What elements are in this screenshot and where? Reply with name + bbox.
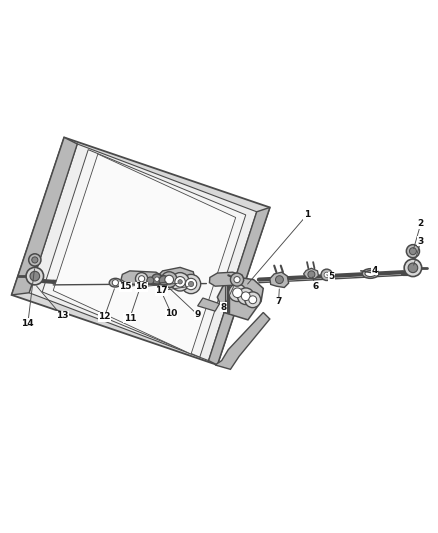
- Circle shape: [407, 263, 417, 272]
- Polygon shape: [53, 154, 235, 354]
- Text: 4: 4: [371, 265, 377, 274]
- Circle shape: [232, 288, 242, 297]
- Text: 8: 8: [220, 303, 226, 312]
- Circle shape: [151, 274, 162, 285]
- Ellipse shape: [361, 269, 378, 278]
- Circle shape: [138, 276, 145, 282]
- Circle shape: [147, 277, 153, 284]
- Circle shape: [323, 272, 328, 278]
- Circle shape: [170, 272, 189, 291]
- Circle shape: [237, 288, 254, 304]
- Text: 12: 12: [98, 312, 110, 321]
- Circle shape: [174, 277, 185, 287]
- Polygon shape: [29, 144, 256, 361]
- Text: 5: 5: [327, 272, 333, 281]
- Circle shape: [188, 281, 193, 287]
- Polygon shape: [197, 298, 219, 311]
- Text: 11: 11: [123, 313, 136, 322]
- Circle shape: [230, 273, 243, 286]
- Circle shape: [241, 292, 250, 301]
- Circle shape: [248, 296, 256, 304]
- Circle shape: [30, 271, 39, 281]
- Circle shape: [28, 254, 41, 266]
- Text: 2: 2: [417, 219, 423, 228]
- Circle shape: [154, 277, 159, 281]
- Circle shape: [177, 280, 182, 284]
- Polygon shape: [12, 138, 269, 365]
- Polygon shape: [121, 271, 162, 285]
- Circle shape: [32, 257, 38, 263]
- Text: 1: 1: [303, 211, 309, 220]
- Polygon shape: [155, 268, 195, 292]
- Text: 17: 17: [155, 286, 168, 295]
- Circle shape: [406, 245, 419, 258]
- Circle shape: [275, 276, 283, 284]
- Text: 10: 10: [165, 309, 177, 318]
- Text: 15: 15: [119, 282, 131, 291]
- Circle shape: [233, 277, 240, 282]
- Text: 13: 13: [56, 311, 68, 320]
- Polygon shape: [208, 207, 269, 365]
- Polygon shape: [217, 278, 263, 320]
- Polygon shape: [209, 272, 243, 286]
- Circle shape: [181, 274, 200, 294]
- Circle shape: [112, 280, 118, 286]
- Polygon shape: [269, 272, 288, 287]
- Circle shape: [307, 271, 314, 278]
- Text: 14: 14: [21, 319, 34, 328]
- Circle shape: [320, 269, 332, 280]
- Circle shape: [228, 284, 246, 302]
- Text: 6: 6: [312, 282, 318, 290]
- Polygon shape: [303, 268, 318, 279]
- Polygon shape: [12, 138, 77, 295]
- Circle shape: [403, 259, 421, 277]
- Text: 7: 7: [275, 297, 281, 306]
- Ellipse shape: [109, 278, 121, 287]
- Circle shape: [161, 272, 177, 287]
- Circle shape: [26, 268, 43, 285]
- Circle shape: [164, 275, 173, 284]
- Circle shape: [409, 248, 416, 255]
- Circle shape: [244, 292, 260, 308]
- Circle shape: [135, 272, 148, 285]
- Text: 16: 16: [135, 282, 148, 291]
- Polygon shape: [42, 150, 245, 357]
- Circle shape: [159, 276, 168, 285]
- Polygon shape: [215, 312, 269, 369]
- Text: 9: 9: [194, 310, 200, 319]
- Ellipse shape: [364, 270, 375, 277]
- Text: 3: 3: [417, 237, 423, 246]
- Circle shape: [185, 278, 196, 290]
